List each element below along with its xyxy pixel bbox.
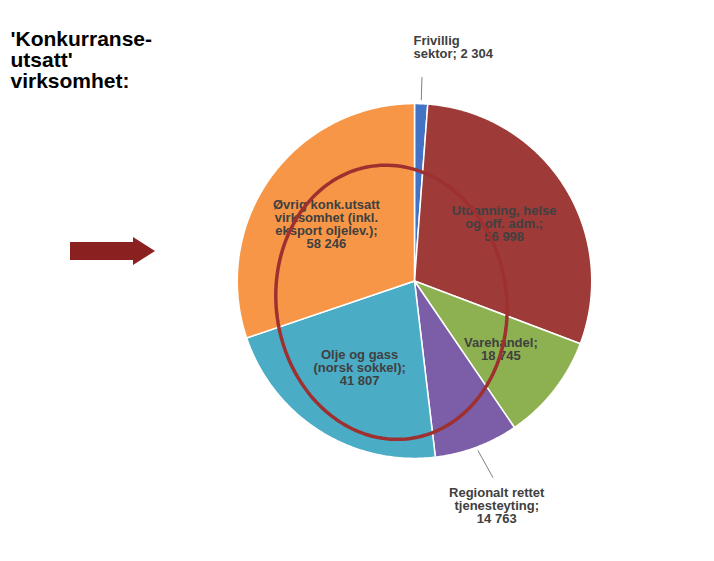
svg-text:Utdanning, helseog off. adm.;5: Utdanning, helseog off. adm.;56 998 <box>452 203 557 244</box>
html-text:Varehandel;: Varehandel; <box>464 334 538 350</box>
svg-text:Frivilligsektor; 2 304: Frivilligsektor; 2 304 <box>413 33 493 61</box>
svg-text:'Konkurranse-utsatt'virksomhet: 'Konkurranse-utsatt'virksomhet: <box>11 27 153 92</box>
svg-text:Øvrig konk.utsattvirksomhet (i: Øvrig konk.utsattvirksomhet (inkl.ekspor… <box>273 197 381 251</box>
html-text:18 745: 18 745 <box>481 347 521 363</box>
svg-text:Regionalt rettettjenesteyting;: Regionalt rettettjenesteyting;14 763 <box>449 485 545 526</box>
svg-text:Olje og gass(norsk sokkel);41: Olje og gass(norsk sokkel);41 807 <box>313 347 405 388</box>
